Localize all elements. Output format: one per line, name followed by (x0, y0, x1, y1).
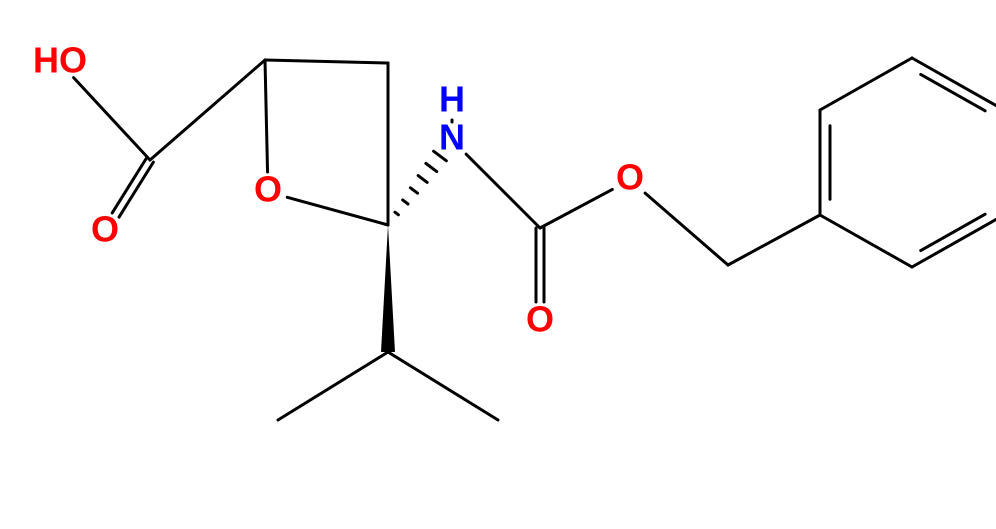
atom-label: H (439, 79, 465, 120)
atom-label: O (616, 157, 644, 198)
atom-label: HO (33, 40, 87, 81)
atom-label: O (254, 169, 282, 210)
atom-label: O (91, 209, 119, 250)
chemical-structure: HOOONHOO (0, 0, 996, 529)
atom-label: O (526, 299, 554, 340)
atom-label: N (439, 117, 465, 158)
